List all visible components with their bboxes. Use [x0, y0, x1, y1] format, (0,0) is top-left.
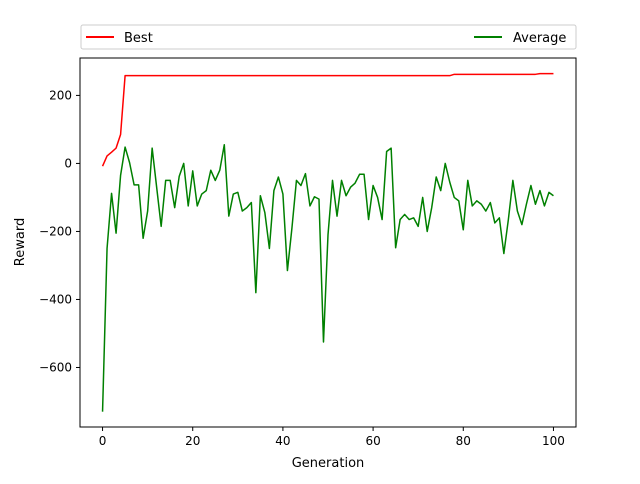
legend-box — [80, 24, 577, 50]
y-axis-ticks: −600 −400 −200 0 200 — [39, 88, 80, 374]
x-tick-label: 0 — [99, 434, 107, 448]
y-tick-label: 0 — [64, 156, 72, 170]
axes-frame — [79, 57, 577, 428]
x-axis-label: Generation — [292, 456, 365, 471]
series-line-average — [101, 143, 554, 412]
legend: Best Average — [80, 24, 577, 50]
legend-label-average: Average — [513, 31, 566, 46]
plot-area — [79, 57, 577, 428]
series-line-best — [101, 72, 554, 167]
x-axis-ticks: 0 20 40 60 80 100 — [99, 427, 565, 448]
y-tick-label: −400 — [39, 292, 72, 306]
y-tick-label: −200 — [39, 224, 72, 238]
x-tick-label: 60 — [365, 434, 380, 448]
x-tick-label: 40 — [275, 434, 290, 448]
x-tick-label: 80 — [456, 434, 471, 448]
x-tick-label: 100 — [542, 434, 565, 448]
series-layer — [101, 72, 554, 412]
x-tick-label: 20 — [185, 434, 200, 448]
legend-label-best: Best — [124, 31, 153, 46]
y-axis-label: Reward — [13, 218, 28, 266]
y-tick-label: −600 — [39, 360, 72, 374]
y-tick-label: 200 — [49, 88, 72, 102]
